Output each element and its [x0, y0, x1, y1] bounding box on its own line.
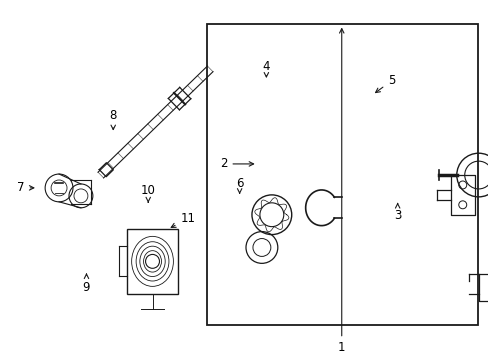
Text: 3: 3: [393, 203, 401, 222]
Text: 7: 7: [17, 181, 34, 194]
Text: 8: 8: [109, 109, 117, 130]
Bar: [206, 23, 477, 325]
Bar: [126, 229, 178, 294]
Text: 9: 9: [82, 274, 90, 294]
Text: 11: 11: [171, 212, 195, 228]
Text: 6: 6: [235, 177, 243, 193]
Text: 1: 1: [337, 29, 345, 354]
Text: 2: 2: [220, 157, 253, 170]
Text: 4: 4: [262, 60, 269, 77]
Text: 5: 5: [375, 74, 394, 93]
Text: 10: 10: [141, 184, 155, 202]
